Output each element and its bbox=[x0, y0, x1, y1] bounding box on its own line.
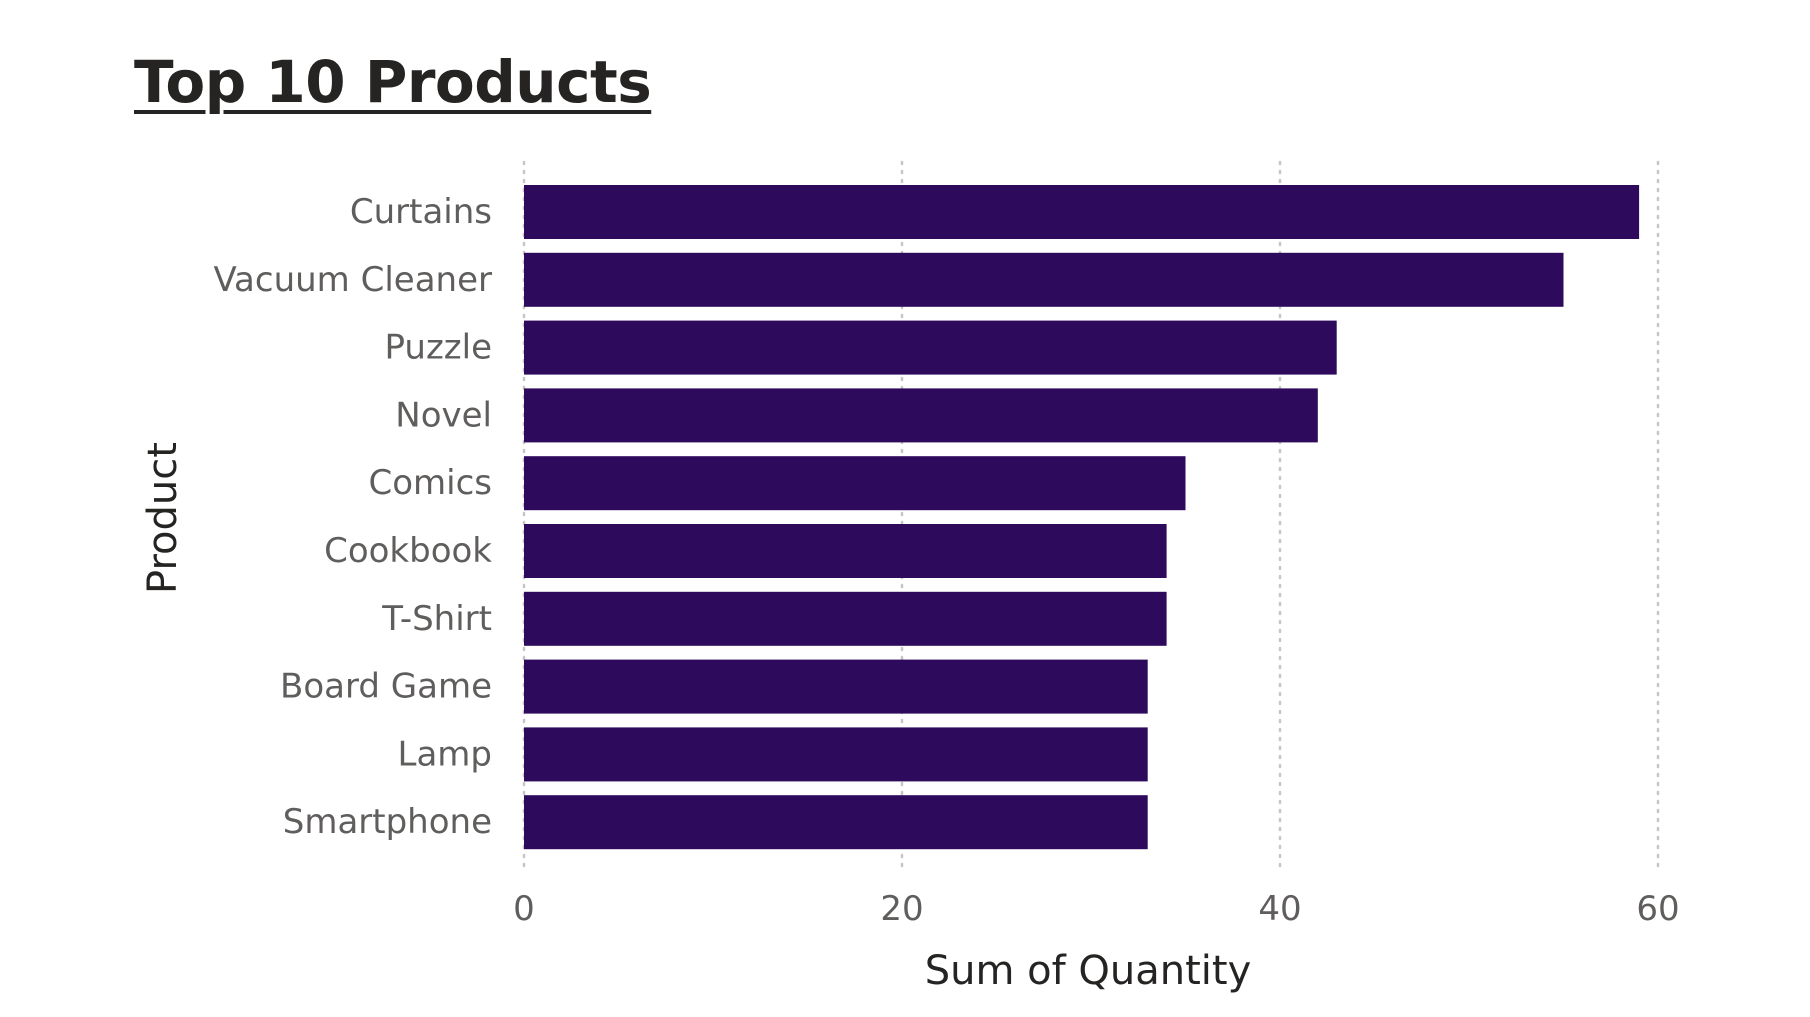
category-label: Cookbook bbox=[324, 531, 492, 571]
category-label: Board Game bbox=[280, 667, 492, 707]
bar bbox=[524, 591, 1167, 646]
bar bbox=[524, 795, 1148, 850]
x-tick-label: 60 bbox=[1636, 889, 1679, 929]
bar bbox=[524, 659, 1148, 714]
x-tick-label: 20 bbox=[880, 889, 923, 929]
category-label: Novel bbox=[395, 395, 492, 435]
category-label: Vacuum Cleaner bbox=[213, 260, 492, 300]
category-label: Lamp bbox=[398, 734, 492, 774]
bar bbox=[524, 320, 1337, 375]
bar bbox=[524, 185, 1640, 239]
bar bbox=[524, 727, 1148, 782]
bar bbox=[524, 524, 1167, 578]
category-label: Curtains bbox=[350, 192, 492, 232]
bars bbox=[524, 185, 1640, 850]
x-tick-label: 40 bbox=[1258, 889, 1301, 929]
bar bbox=[524, 388, 1318, 443]
category-label: Smartphone bbox=[283, 802, 492, 842]
category-label: Comics bbox=[368, 463, 492, 503]
category-label: Puzzle bbox=[384, 328, 492, 368]
bar bbox=[524, 252, 1564, 307]
x-axis-title: Sum of Quantity bbox=[925, 948, 1252, 994]
y-axis-title: Product bbox=[140, 442, 186, 594]
chart-title: Top 10 Products bbox=[134, 48, 652, 116]
category-labels: Curtains Vacuum Cleaner Puzzle Novel Comics C… bbox=[213, 192, 492, 842]
bar bbox=[524, 456, 1186, 511]
x-tick-label: 0 bbox=[513, 889, 535, 929]
category-label: T-Shirt bbox=[381, 599, 492, 639]
x-axis-ticks: 0 20 40 60 bbox=[513, 889, 1679, 929]
